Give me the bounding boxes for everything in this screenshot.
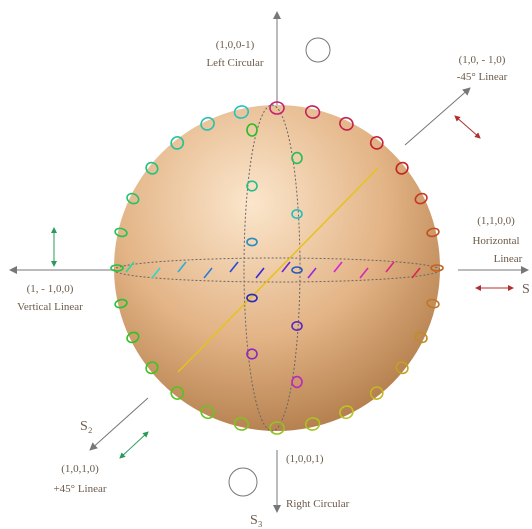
axis-label: S₃	[250, 513, 263, 528]
minus45-arrow	[454, 115, 481, 139]
polarization-ellipse	[281, 261, 291, 273]
polarization-ellipse	[385, 261, 395, 273]
polarization-ellipse	[269, 421, 285, 435]
axis-label: S₂	[80, 419, 93, 434]
s2-axis	[89, 397, 149, 451]
polarization-ellipse	[395, 361, 409, 375]
polarization-ellipse	[339, 116, 354, 131]
s2-axis-neg	[404, 87, 471, 146]
polarization-ellipse	[291, 209, 303, 220]
rcp-icon	[228, 467, 258, 497]
state-label: -45° Linear	[457, 71, 508, 83]
state-label: Horizontal	[472, 235, 519, 247]
polarization-ellipse	[233, 417, 250, 431]
polarization-ellipse	[430, 264, 444, 272]
polarization-ellipse	[269, 101, 285, 115]
polarization-ellipse	[203, 267, 213, 279]
polarization-ellipse	[177, 261, 187, 273]
polarization-ellipse	[246, 293, 258, 303]
polarization-ellipse	[291, 151, 303, 165]
polarization-ellipse	[110, 264, 124, 272]
polarization-ellipse	[170, 386, 185, 400]
s2-inner-axis	[177, 167, 379, 373]
polarization-ellipse	[229, 261, 239, 273]
stokes-label: (1,0,0,1)	[286, 453, 324, 465]
polarization-ellipse	[304, 105, 321, 119]
polarization-ellipse	[246, 123, 258, 137]
sphere-graphics	[9, 11, 529, 513]
stokes-label: (1,0,0-1)	[216, 39, 255, 51]
state-label: Linear	[494, 253, 523, 265]
polarization-ellipse	[395, 161, 409, 175]
polarization-ellipse	[333, 261, 343, 273]
polarization-ellipse	[411, 267, 421, 279]
polarization-ellipse	[307, 267, 317, 279]
polarization-ellipse	[246, 237, 258, 247]
polarization-ellipse	[170, 136, 185, 150]
polarization-ellipse	[291, 320, 303, 331]
polarization-ellipse	[145, 161, 159, 175]
stokes-label: (1,0, - 1,0)	[459, 54, 506, 66]
polarization-ellipse	[359, 267, 369, 279]
polarization-ellipse	[200, 405, 215, 420]
state-label: Left Circular	[206, 57, 263, 69]
state-label: +45° Linear	[53, 483, 106, 495]
polarization-ellipse	[246, 348, 258, 360]
polarization-ellipse	[339, 405, 354, 420]
polarization-ellipse	[233, 105, 250, 119]
polarization-ellipse	[304, 417, 321, 431]
polarization-ellipse	[369, 386, 384, 400]
axis-label: S	[522, 282, 530, 297]
polarization-ellipse	[200, 116, 215, 131]
plus45-arrow	[119, 431, 149, 459]
polarization-ellipse	[126, 331, 140, 344]
stokes-label: (1,1,0,0)	[477, 215, 515, 227]
state-label: Vertical Linear	[17, 301, 83, 313]
polarization-ellipse	[151, 267, 161, 279]
polarization-ellipse	[369, 136, 384, 150]
polarization-ellipse	[246, 180, 258, 192]
polarization-ellipse	[414, 192, 428, 205]
polarization-ellipse	[114, 298, 128, 309]
polarization-ellipse	[126, 192, 140, 205]
polarization-ellipse	[125, 261, 135, 273]
stokes-label: (1,0,1,0)	[61, 463, 99, 475]
sphere	[114, 105, 440, 431]
polarization-ellipse	[426, 227, 440, 238]
stokes-label: (1, - 1,0,0)	[27, 283, 74, 295]
polarization-ellipse	[255, 267, 265, 279]
polarization-ellipse	[426, 298, 440, 309]
lcp-icon	[305, 37, 331, 63]
polarization-ellipse	[291, 375, 303, 389]
polarization-ellipse	[114, 227, 128, 238]
state-label: Right Circular	[286, 498, 350, 510]
polarization-ellipse	[414, 331, 428, 344]
polarization-ellipse	[145, 361, 159, 375]
polarization-ellipse	[291, 266, 303, 274]
